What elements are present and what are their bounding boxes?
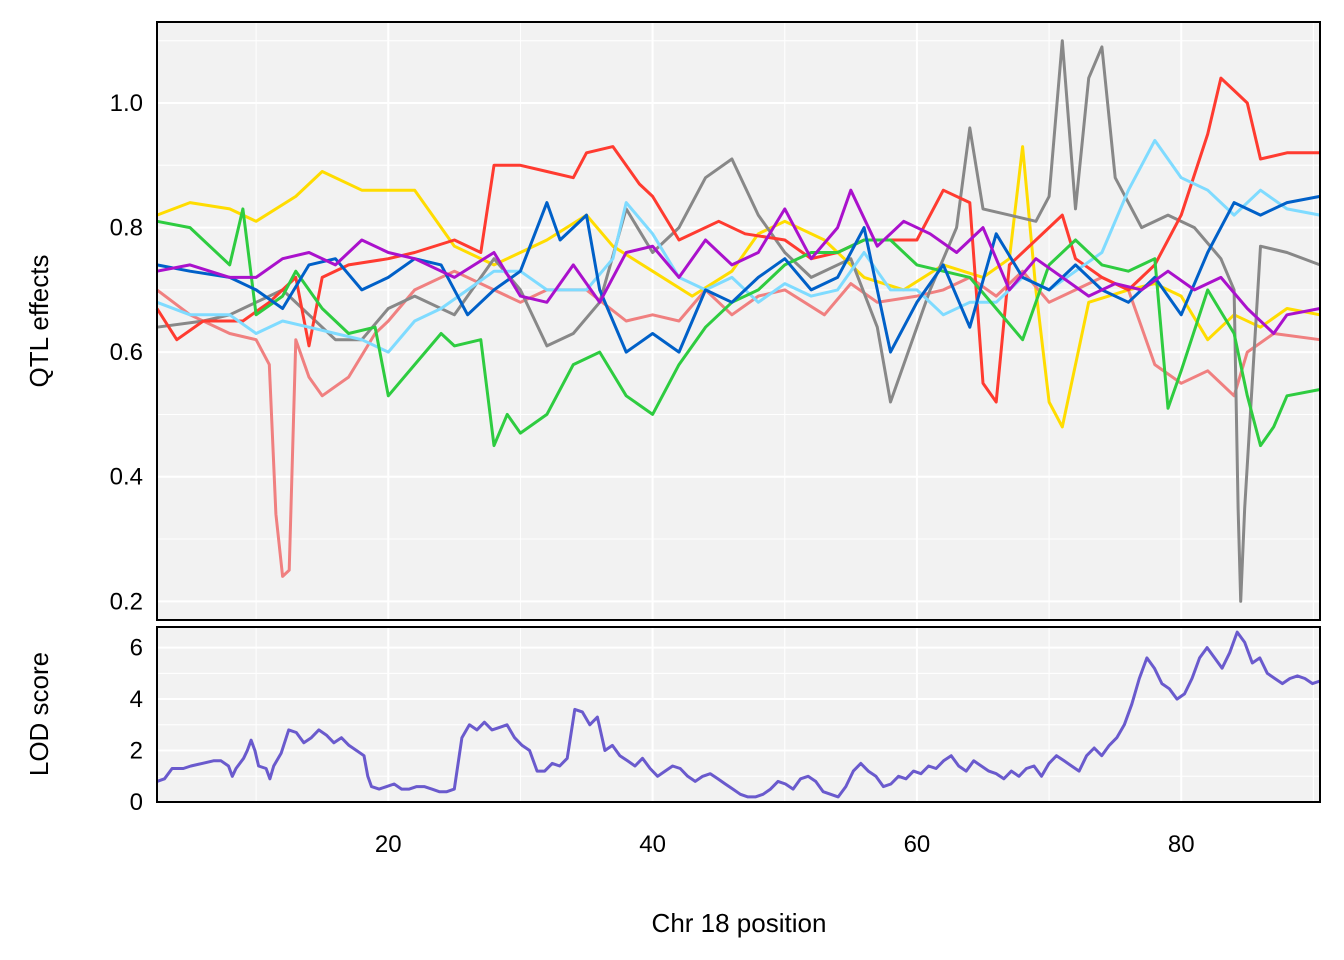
lod-panel-background [157, 627, 1320, 802]
effects-y-ticks: 0.2 0.4 0.6 0.8 1.0 [110, 90, 143, 615]
lod-y-ticks: 0 2 4 6 [130, 635, 143, 816]
effects-panel-frame [156, 21, 1321, 621]
effects-grid [157, 22, 1320, 620]
effects-y-tick-label: 0.6 [110, 339, 143, 366]
lod-y-tick-label: 4 [130, 686, 143, 713]
effects-y-tick-label: 1.0 [110, 90, 143, 117]
lod-series-line [156, 630, 1321, 799]
x-tick-label: 60 [904, 831, 931, 858]
effects-y-tick-label: 0.4 [110, 464, 143, 491]
lod-y-tick-label: 6 [130, 635, 143, 662]
effects-y-tick-label: 0.2 [110, 588, 143, 615]
x-axis-ticks: 20 40 60 80 [375, 831, 1195, 858]
x-axis-title: Chr 18 position [652, 908, 827, 938]
lod-y-tick-label: 0 [130, 789, 143, 816]
x-tick-label: 40 [639, 831, 666, 858]
lod-lines [156, 630, 1321, 799]
x-tick-label: 80 [1168, 831, 1195, 858]
effect-series-line-7 [156, 194, 1321, 354]
effect-series-line-3 [156, 39, 1321, 603]
effects-lines [155, 39, 1321, 603]
effect-series-line-8 [156, 188, 1321, 335]
lod-y-axis-title: LOD score [24, 652, 54, 776]
x-tick-label: 20 [375, 831, 402, 858]
lod-y-tick-label: 2 [130, 738, 143, 765]
effects-y-tick-label: 0.8 [110, 215, 143, 242]
effects-panel: 0.2 0.4 0.6 0.8 1.0 QTL effects [24, 21, 1321, 621]
effects-panel-background [157, 22, 1320, 620]
effects-y-axis-title: QTL effects [24, 255, 54, 388]
lod-panel: 0 2 4 6 20 40 60 80 LOD score Chr 18 position [24, 626, 1321, 938]
lod-panel-frame [156, 626, 1321, 803]
